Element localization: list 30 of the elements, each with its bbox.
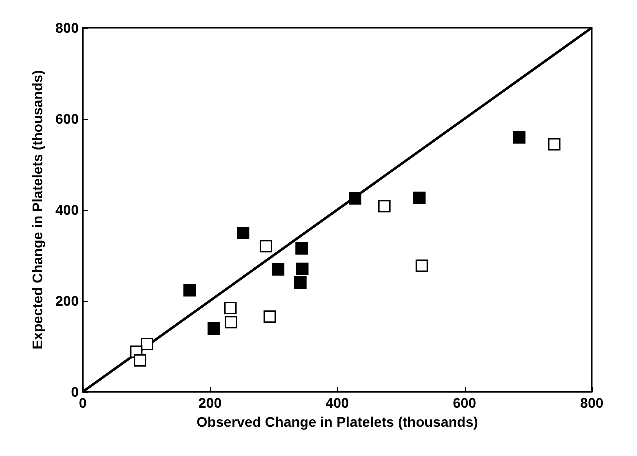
point: [349, 192, 362, 205]
point: [548, 138, 561, 151]
x-tick-label: 800: [580, 395, 604, 411]
y-tick-label: 400: [56, 202, 80, 218]
point: [378, 200, 391, 213]
point: [208, 322, 220, 336]
point: [296, 262, 309, 276]
point: [294, 276, 307, 290]
point: [413, 192, 426, 204]
point: [296, 242, 308, 255]
y-tick-label: 800: [56, 20, 80, 36]
point: [224, 316, 238, 329]
y-tick-label: 600: [56, 111, 80, 127]
point: [260, 240, 272, 253]
y-tick-label: 0: [71, 384, 80, 400]
x-tick-label: 200: [198, 395, 222, 411]
y-axis-title: Expected Change in Platelets (thousands): [30, 70, 46, 350]
x-tick-label: 600: [453, 395, 477, 411]
point: [141, 338, 154, 350]
point: [184, 284, 196, 297]
point: [264, 310, 276, 324]
point: [416, 260, 428, 272]
x-tick-label: 400: [326, 395, 350, 411]
point: [272, 263, 285, 276]
y-tick-label: 200: [56, 293, 80, 309]
point: [237, 226, 250, 240]
point: [513, 131, 526, 144]
point: [224, 302, 237, 315]
point: [134, 354, 147, 367]
x-axis-title: Observed Change in Platelets (thousands): [196, 414, 478, 430]
